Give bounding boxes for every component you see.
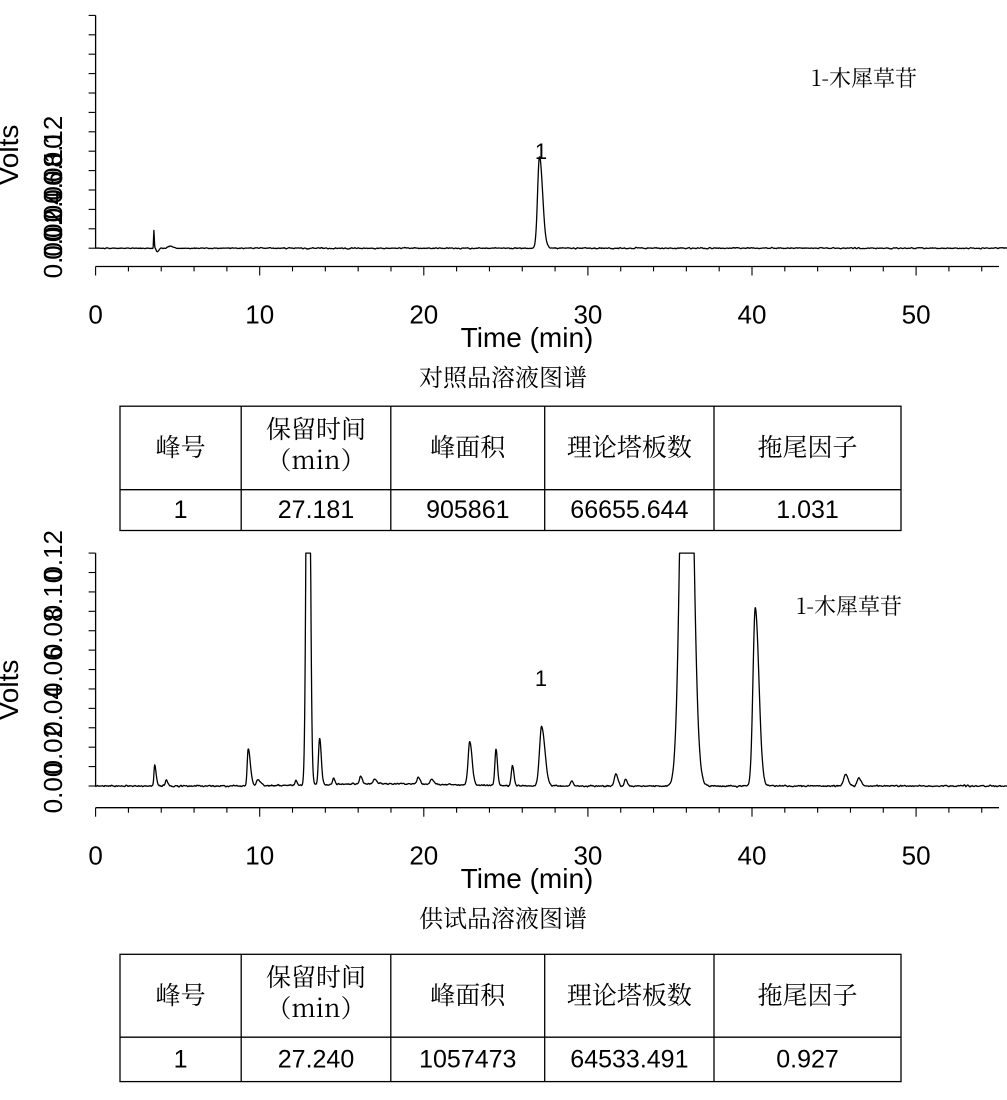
svg-text:Volts: Volts	[0, 125, 24, 186]
svg-text:64533.491: 64533.491	[570, 1045, 688, 1073]
svg-text:对照品溶液图谱: 对照品溶液图谱	[419, 358, 587, 393]
svg-text:拖尾因子: 拖尾因子	[757, 428, 857, 464]
svg-text:0.12: 0.12	[38, 530, 68, 581]
svg-text:50: 50	[902, 300, 931, 330]
svg-text:40: 40	[738, 841, 767, 871]
svg-text:1-木犀草苷: 1-木犀草苷	[811, 62, 917, 93]
svg-text:峰号: 峰号	[156, 428, 206, 464]
svg-text:0.12: 0.12	[38, 116, 68, 167]
svg-text:Time (min): Time (min)	[461, 863, 594, 894]
svg-text:峰面积: 峰面积	[430, 976, 506, 1012]
svg-text:峰面积: 峰面积	[430, 428, 506, 464]
svg-text:供试品溶液图谱: 供试品溶液图谱	[419, 899, 587, 934]
svg-text:峰号: 峰号	[156, 976, 206, 1012]
svg-text:1-木犀草苷: 1-木犀草苷	[796, 590, 902, 621]
svg-text:40: 40	[738, 300, 767, 330]
svg-text:0: 0	[88, 300, 102, 330]
svg-text:（min）: （min）	[266, 441, 365, 477]
svg-text:Time (min): Time (min)	[461, 322, 594, 353]
svg-text:（min）: （min）	[266, 989, 365, 1025]
svg-text:拖尾因子: 拖尾因子	[757, 976, 857, 1012]
svg-text:905861: 905861	[426, 496, 509, 524]
svg-text:27.240: 27.240	[278, 1045, 354, 1073]
svg-text:66655.644: 66655.644	[570, 496, 688, 524]
svg-text:0.927: 0.927	[776, 1045, 839, 1073]
svg-text:理论塔板数: 理论塔板数	[567, 428, 692, 464]
svg-text:1: 1	[174, 496, 188, 524]
svg-text:1057473: 1057473	[419, 1045, 516, 1073]
svg-text:20: 20	[409, 841, 438, 871]
svg-text:1: 1	[174, 1045, 188, 1073]
svg-text:1.031: 1.031	[776, 496, 839, 524]
svg-text:20: 20	[409, 300, 438, 330]
svg-text:27.181: 27.181	[278, 496, 354, 524]
svg-text:0: 0	[88, 841, 102, 871]
svg-text:50: 50	[902, 841, 931, 871]
svg-text:10: 10	[245, 841, 274, 871]
svg-text:Volts: Volts	[0, 660, 24, 721]
svg-text:理论塔板数: 理论塔板数	[567, 976, 692, 1012]
svg-text:10: 10	[245, 300, 274, 330]
svg-text:1: 1	[535, 666, 547, 691]
svg-text:1: 1	[535, 139, 547, 164]
